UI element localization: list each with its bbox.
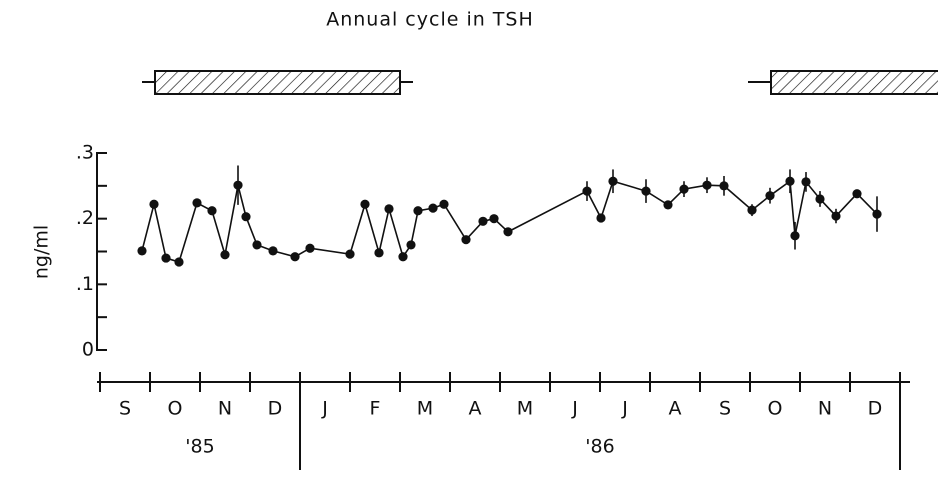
data-point — [503, 227, 513, 237]
year-label: '86 — [585, 436, 614, 458]
y-axis-label: ng/ml — [31, 225, 53, 279]
data-point — [345, 249, 355, 259]
x-tick-label: F — [370, 398, 381, 420]
data-point — [872, 209, 882, 219]
data-point — [137, 246, 147, 256]
data-point — [785, 176, 795, 186]
data-point — [439, 199, 449, 209]
data-point — [852, 189, 862, 199]
data-point — [679, 184, 689, 194]
data-point — [747, 205, 757, 215]
data-point — [489, 214, 499, 224]
x-tick-label: J — [621, 398, 628, 420]
data-point — [790, 231, 800, 241]
chart-title: Annual cycle in TSH — [326, 9, 534, 31]
data-point — [290, 252, 300, 262]
data-point — [608, 176, 618, 186]
x-tick-label: N — [818, 398, 832, 420]
data-point — [192, 198, 202, 208]
y-tick-label: .3 — [76, 142, 94, 164]
data-point — [478, 216, 488, 226]
data-point — [406, 240, 416, 250]
data-point — [765, 191, 775, 201]
data-point — [719, 181, 729, 191]
x-tick-label: S — [719, 398, 731, 420]
x-tick-label: M — [417, 398, 433, 420]
data-point — [461, 235, 471, 245]
data-point — [831, 211, 841, 221]
data-point — [413, 206, 423, 216]
data-point — [596, 213, 606, 223]
year-label: '85 — [185, 436, 214, 458]
data-point — [428, 203, 438, 213]
x-tick-label: A — [669, 398, 682, 420]
y-tick-label: .2 — [76, 207, 94, 229]
x-tick-label: J — [321, 398, 328, 420]
data-point — [268, 246, 278, 256]
x-tick-label: N — [218, 398, 232, 420]
data-point — [149, 199, 159, 209]
data-point — [360, 199, 370, 209]
data-point — [374, 248, 384, 258]
data-point — [174, 257, 184, 267]
data-point — [220, 250, 230, 260]
x-tick-label: A — [469, 398, 482, 420]
data-point — [233, 180, 243, 190]
x-tick-label: O — [768, 398, 783, 420]
data-point — [398, 252, 408, 262]
data-point — [161, 253, 171, 263]
x-tick-label: D — [868, 398, 883, 420]
y-tick-label: .1 — [76, 273, 94, 295]
data-point — [582, 186, 592, 196]
y-tick-label: 0 — [82, 339, 94, 361]
x-tick-label: M — [517, 398, 533, 420]
data-point — [252, 240, 262, 250]
data-point — [663, 200, 673, 210]
x-tick-label: D — [268, 398, 283, 420]
data-point — [241, 212, 251, 222]
data-point — [801, 177, 811, 187]
data-point — [384, 204, 394, 214]
season-bars — [142, 70, 938, 95]
data-point — [702, 180, 712, 190]
x-tick-label: O — [168, 398, 183, 420]
x-tick-label: S — [119, 398, 131, 420]
data-point — [305, 243, 315, 253]
x-tick-label: J — [571, 398, 578, 420]
data-point — [207, 206, 217, 216]
data-point — [815, 194, 825, 204]
data-point — [641, 186, 651, 196]
